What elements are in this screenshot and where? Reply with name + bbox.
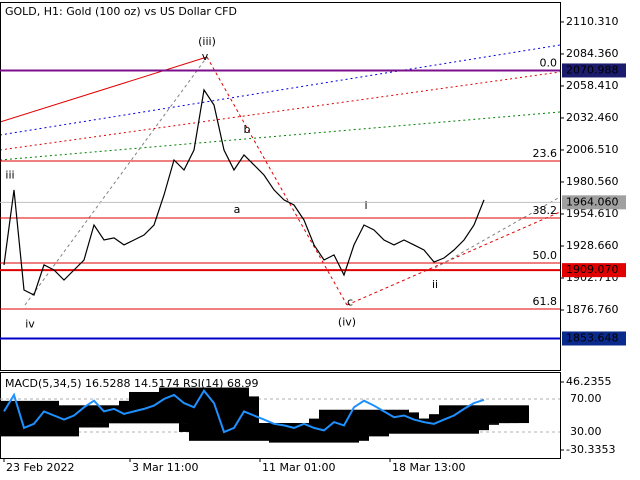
trend-line	[0, 56, 208, 123]
level-tag	[562, 331, 626, 346]
rsi-line	[3, 388, 485, 434]
level-tag	[562, 263, 626, 278]
wave-label: ii	[432, 278, 438, 291]
y2-tick-label: 30.00	[570, 425, 602, 438]
wave-label: b	[244, 123, 251, 136]
level-tag-label: 1909.070	[566, 263, 619, 276]
wave-label: a	[234, 203, 241, 216]
level-tag	[562, 195, 626, 210]
fib-label: 38.2	[533, 204, 558, 217]
wave-label: iv	[25, 317, 35, 330]
x-tick-label: 11 Mar 01:00	[262, 461, 335, 474]
level-tag-label: 2070.988	[566, 63, 619, 76]
fib-label: 23.6	[533, 147, 558, 160]
main-panel-frame	[0, 2, 561, 371]
level-tag	[562, 63, 626, 78]
wave-label: (iv)	[338, 315, 356, 328]
x-tick-label: 23 Feb 2022	[6, 461, 74, 474]
trend-line	[346, 211, 561, 306]
x-tick-label: 18 Mar 13:00	[392, 461, 465, 474]
level-tag-label: 1964.060	[566, 195, 619, 208]
macd-bar	[439, 405, 529, 424]
fib-label: 0.0	[540, 56, 558, 69]
y-tick-label: 2006.510	[566, 143, 619, 156]
y-tick-label: 2084.360	[566, 47, 619, 60]
indicator-title: MACD(5,34,5) 16.5288 14.5174 RSI(14) 68.…	[5, 377, 258, 390]
y-tick-label: 1954.610	[566, 207, 619, 220]
y-tick-label: 46.2355	[566, 375, 612, 388]
wave-label: v	[202, 50, 209, 63]
y2-tick-label: 70.00	[570, 392, 602, 405]
y-tick-label: 2058.410	[566, 79, 619, 92]
x-tick-label: 3 Mar 11:00	[132, 461, 198, 474]
chart-title: GOLD, H1: Gold (100 oz) vs US Dollar CFD	[5, 5, 237, 18]
y-tick-label: 1876.760	[566, 303, 619, 316]
macd-bar	[339, 418, 429, 424]
level-tag-label: 1853.648	[566, 331, 619, 344]
channel-line	[0, 111, 561, 161]
wave-label: i	[364, 199, 367, 212]
wave-label: (iii)	[198, 35, 216, 48]
channel-line	[0, 71, 561, 151]
y-tick-label: -30.3353	[566, 443, 615, 456]
macd-bar	[329, 412, 419, 424]
y-tick-label: 1980.560	[566, 175, 619, 188]
macd-bar	[399, 423, 489, 431]
y-tick-label: 1928.660	[566, 239, 619, 252]
y-tick-label: 2110.310	[566, 15, 619, 28]
macd-bar	[169, 396, 259, 424]
fib-label: 61.8	[533, 295, 558, 308]
trend-lines	[0, 44, 561, 306]
price-line	[3, 88, 485, 296]
y-tick-label: 2032.460	[566, 111, 619, 124]
wave-label: iii	[5, 169, 14, 182]
fib-label: 50.0	[533, 249, 558, 262]
macd-bar	[409, 423, 499, 425]
macd-bar	[19, 423, 109, 428]
wave-label: c	[347, 295, 353, 308]
